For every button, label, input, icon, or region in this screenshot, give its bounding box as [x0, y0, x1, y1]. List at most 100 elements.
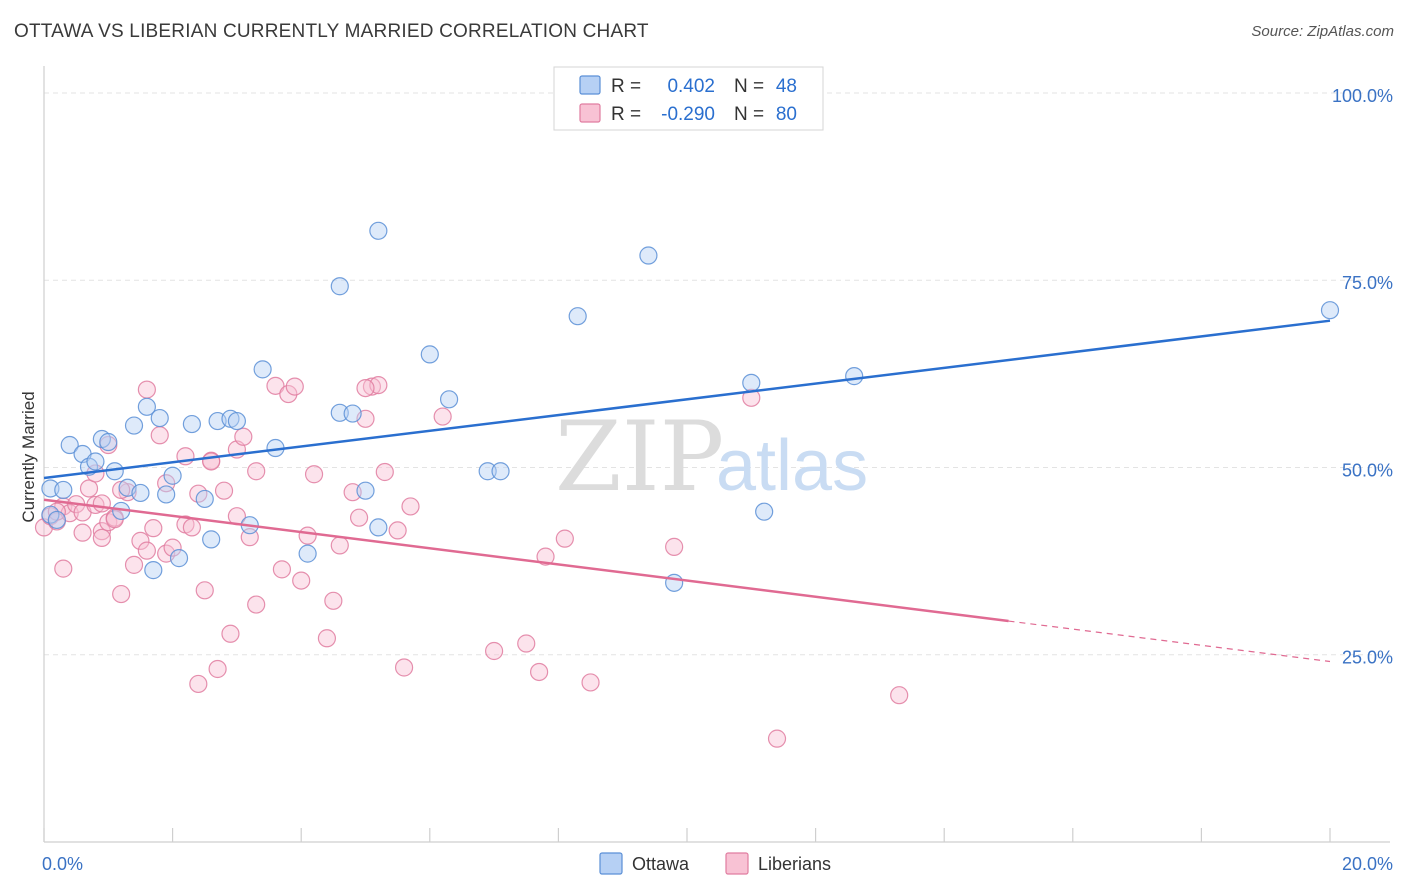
ottawa-point — [157, 485, 176, 504]
liberians-point — [349, 508, 369, 527]
liberians-point — [272, 560, 292, 579]
liberians-point — [189, 674, 208, 694]
ottawa-point — [137, 397, 156, 416]
liberians-point — [530, 662, 549, 682]
ottawa-point — [202, 530, 221, 549]
x-tick-label: 0.0% — [42, 854, 83, 874]
liberians-point — [266, 376, 285, 395]
liberians-swatch — [579, 103, 601, 123]
liberians-point — [767, 729, 787, 748]
ottawa-point — [478, 462, 497, 481]
tick-labels: 25.0% 50.0% 75.0% 100.0% 0.0% 20.0% — [42, 86, 1393, 874]
chart-title: OTTAWA VS LIBERIAN CURRENTLY MARRIED COR… — [14, 21, 649, 42]
y-tick-label: 100.0% — [1332, 86, 1393, 106]
watermark-atlas: atlas — [716, 426, 868, 506]
ottawa-point — [356, 481, 375, 500]
ottawa-point — [343, 404, 362, 423]
grid-lines — [44, 92, 1390, 656]
legend-label-liberians[interactable]: Liberians — [758, 854, 831, 874]
ottawa-point — [330, 403, 349, 422]
liberians-trend-extension — [1008, 620, 1331, 663]
liberians-point — [214, 481, 234, 500]
liberians-point — [195, 581, 214, 600]
liberians-point — [182, 518, 201, 537]
liberians-point — [665, 537, 684, 556]
watermark-zip: ZIP — [555, 401, 724, 513]
ottawa-point — [845, 367, 864, 386]
liberians-point — [555, 529, 574, 548]
ottawa-point — [742, 373, 761, 392]
liberians-point — [285, 377, 304, 396]
ottawa-points — [41, 221, 1340, 592]
ottawa-point — [54, 480, 73, 500]
liberians-point — [298, 526, 317, 545]
liberians-point — [124, 555, 144, 574]
liberians-point — [73, 523, 92, 542]
ottawa-point — [99, 432, 118, 452]
liberians-point — [394, 658, 414, 677]
ottawa-point — [639, 246, 658, 265]
liberians-point — [92, 522, 111, 541]
ottawa-point — [439, 390, 459, 409]
liberians-point — [742, 388, 761, 407]
legend-label-ottawa[interactable]: Ottawa — [632, 854, 690, 874]
ottawa-point — [369, 221, 388, 240]
axes — [43, 66, 1390, 843]
ottawa-point — [253, 360, 272, 379]
liberians-point — [234, 427, 253, 446]
liberians-point — [131, 531, 150, 550]
liberians-point — [317, 629, 337, 648]
ottawa-point — [86, 452, 105, 471]
x-tick-label: 20.0% — [1342, 854, 1393, 874]
ottawa-point — [150, 408, 169, 428]
stats-legend: R = 0.402 N = 48 R = -0.290 N = 80 — [553, 66, 824, 131]
liberians-point — [375, 462, 394, 482]
liberians-point — [304, 465, 324, 484]
legend-swatch-liberians[interactable] — [725, 852, 749, 875]
source-credit: Source: ZipAtlas.com — [1251, 23, 1394, 40]
stats-n-label-ottawa: N = — [734, 76, 764, 97]
ottawa-swatch — [579, 75, 601, 95]
liberians-point — [890, 686, 909, 705]
liberians-point — [324, 591, 343, 610]
ottawa-point — [298, 544, 317, 563]
ottawa-point — [491, 462, 510, 481]
ottawa-point — [1320, 301, 1340, 320]
y-axis-title: Currently Married — [19, 391, 38, 522]
liberians-point — [536, 547, 555, 566]
ottawa-point — [169, 549, 189, 568]
legend-swatch-ottawa[interactable] — [599, 852, 623, 875]
stats-r-label-liberians: R = — [611, 104, 641, 125]
stats-r-value-ottawa: 0.402 — [667, 76, 715, 97]
source-link[interactable]: ZipAtlas.com — [1307, 23, 1394, 40]
source-prefix: Source: — [1251, 23, 1308, 40]
ottawa-point — [182, 414, 201, 434]
liberians-point — [362, 377, 382, 396]
ottawa-point — [330, 277, 349, 296]
liberians-point — [433, 407, 452, 426]
ottawa-point — [163, 466, 182, 485]
liberians-point — [292, 571, 311, 590]
ottawa-point — [124, 416, 144, 435]
liberians-point — [54, 559, 73, 578]
y-tick-label: 50.0% — [1342, 460, 1393, 480]
liberians-point — [208, 659, 227, 679]
ottawa-point — [665, 573, 684, 592]
ottawa-point — [60, 435, 79, 455]
y-tick-label: 75.0% — [1342, 273, 1393, 293]
ottawa-point — [568, 307, 587, 326]
liberians-point — [221, 624, 240, 643]
stats-r-value-liberians: -0.290 — [661, 104, 715, 125]
liberians-point — [150, 426, 169, 445]
liberians-trend-line — [43, 498, 1009, 623]
liberians-point — [581, 673, 600, 692]
ottawa-point — [131, 483, 150, 503]
liberians-point — [79, 479, 99, 498]
liberians-point — [137, 380, 156, 399]
y-tick-label: 25.0% — [1342, 648, 1393, 668]
ottawa-point — [755, 502, 774, 521]
liberians-point — [279, 384, 298, 404]
liberians-point — [401, 497, 420, 516]
ottawa-trend-line — [43, 319, 1331, 480]
